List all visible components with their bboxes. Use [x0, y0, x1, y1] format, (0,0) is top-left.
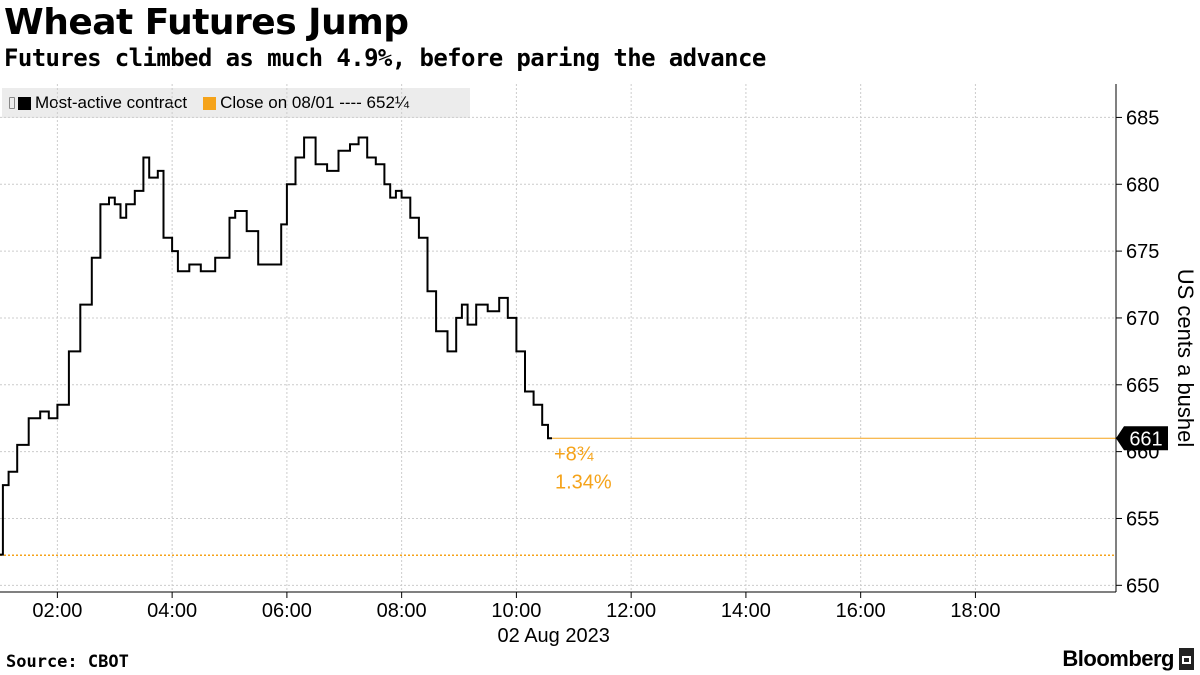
y-tick-label: 675	[1126, 241, 1159, 263]
x-axis-date-label: 02 Aug 2023	[498, 625, 610, 647]
y-axis-title: US cents a bushel	[1173, 269, 1198, 448]
brand-logo: Bloomberg	[1062, 646, 1194, 672]
page-title: Wheat Futures Jump	[4, 2, 409, 43]
x-tick-label: 08:00	[377, 600, 427, 622]
legend-label-reference: Close on 08/01 ---- 652¼	[220, 93, 410, 112]
page-subtitle: Futures climbed as much 4.9%, before par…	[4, 44, 766, 72]
legend-label-series: Most-active contract	[35, 93, 188, 112]
last-price-tag-shape	[1116, 426, 1168, 451]
x-tick-label: 02:00	[32, 600, 82, 622]
series-layer	[0, 136, 552, 556]
y-tick-label: 670	[1126, 308, 1159, 330]
y-tick-label: 650	[1126, 575, 1159, 597]
y-tick-label: 685	[1126, 107, 1159, 129]
x-tick-label: 16:00	[836, 600, 886, 622]
y-tick-label: 665	[1126, 375, 1159, 397]
legend-item-series[interactable]: Most-active contract	[18, 93, 187, 113]
series-line-most-active	[0, 136, 552, 556]
change-pct-label: 1.34%	[555, 471, 612, 493]
y-tick-label: 680	[1126, 174, 1159, 196]
legend-swatch-series	[18, 96, 31, 110]
grid-layer	[0, 84, 1116, 592]
x-tick-label: 18:00	[950, 600, 1000, 622]
chart-legend: Most-active contract Close on 08/01 ----…	[2, 88, 470, 118]
x-tick-label: 06:00	[262, 600, 312, 622]
change-abs-label: +8¾	[554, 443, 594, 465]
legend-drag-handle-icon[interactable]	[9, 97, 15, 109]
x-tick-label: 12:00	[606, 600, 656, 622]
x-tick-label: 10:00	[491, 600, 541, 622]
x-tick-label: 14:00	[721, 600, 771, 622]
source-note: Source: CBOT	[6, 652, 129, 672]
x-tick-label: 04:00	[147, 600, 197, 622]
brand-mark-icon	[1179, 648, 1194, 670]
y-tick-label: 655	[1126, 508, 1159, 530]
reference-layer	[0, 437, 1116, 556]
last-price-label: 661	[1129, 428, 1162, 450]
legend-item-reference[interactable]: Close on 08/01 ---- 652¼	[203, 93, 409, 113]
legend-swatch-reference	[203, 96, 217, 110]
brand-name: Bloomberg	[1062, 646, 1174, 671]
last-price-tag: 661	[1116, 426, 1168, 451]
